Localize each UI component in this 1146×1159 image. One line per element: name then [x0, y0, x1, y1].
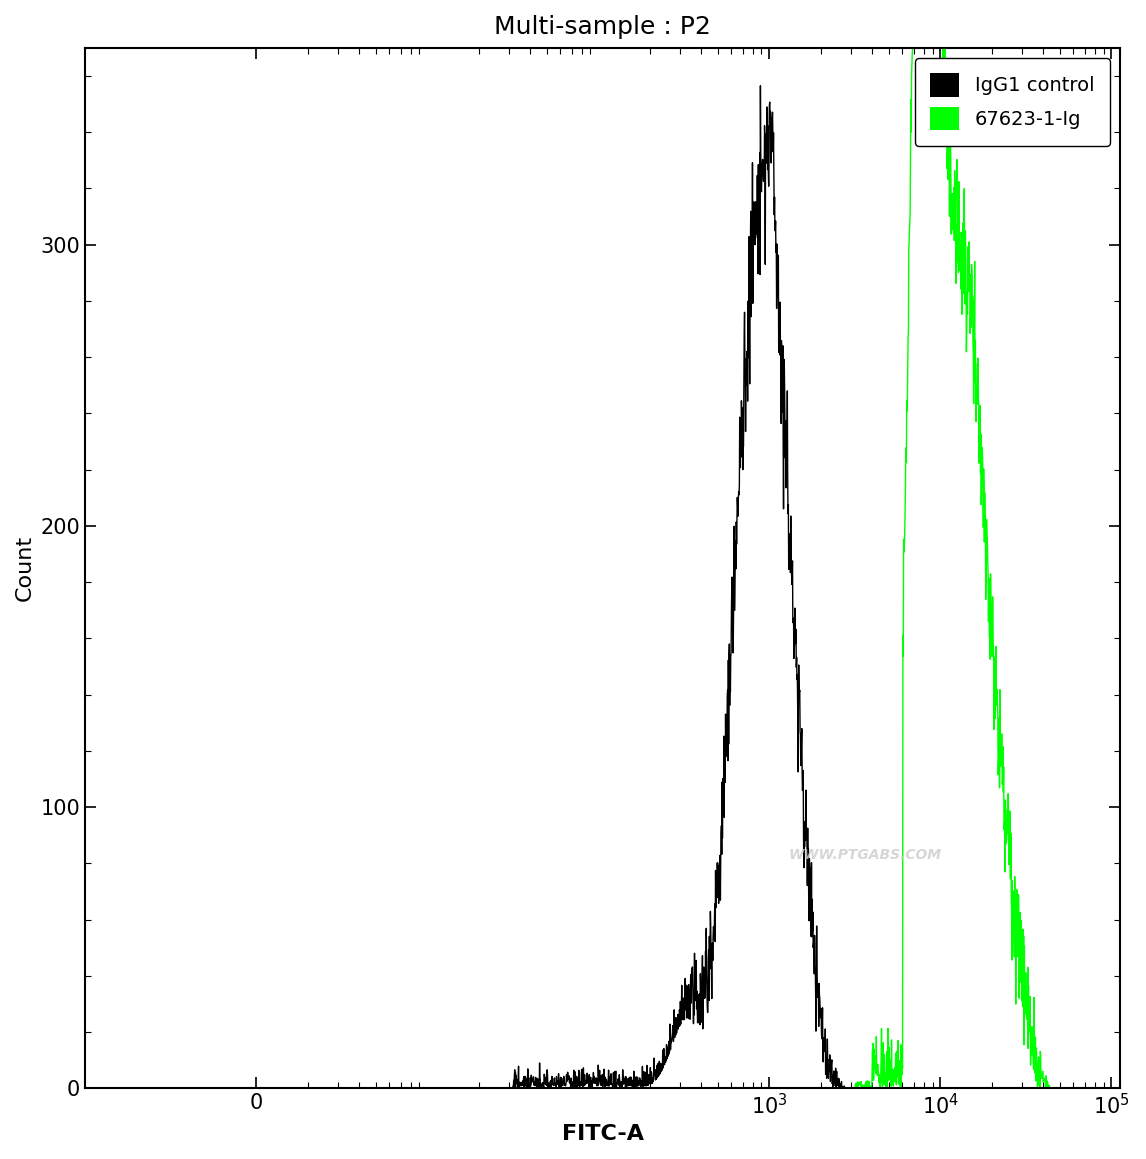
- Text: WWW.PTGABS.COM: WWW.PTGABS.COM: [788, 848, 942, 862]
- Legend: IgG1 control, 67623-1-Ig: IgG1 control, 67623-1-Ig: [915, 58, 1110, 146]
- Y-axis label: Count: Count: [15, 535, 36, 602]
- Title: Multi-sample : P2: Multi-sample : P2: [494, 15, 711, 39]
- X-axis label: FITC-A: FITC-A: [562, 1124, 644, 1144]
